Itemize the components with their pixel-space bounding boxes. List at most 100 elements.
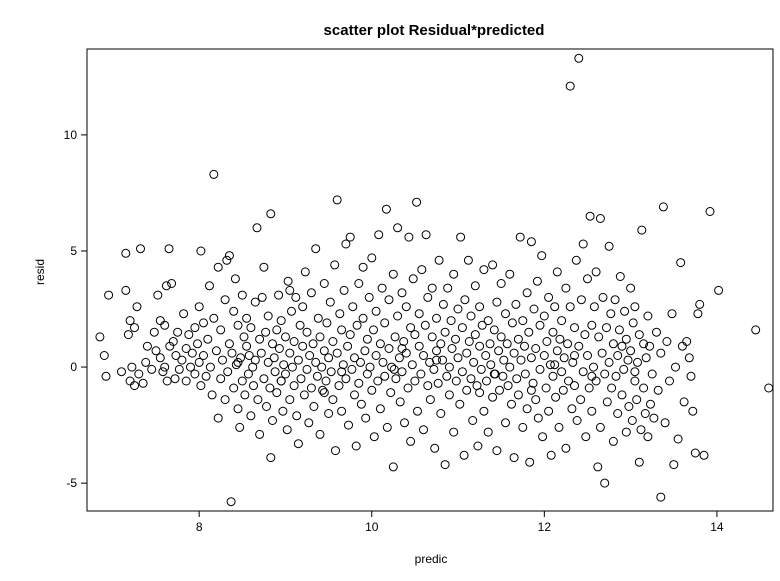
data-point	[387, 362, 397, 372]
data-point	[434, 255, 444, 265]
data-point	[239, 332, 249, 342]
data-point	[598, 292, 608, 302]
y-axis-label: resid	[33, 259, 47, 285]
axis-ticks: 8 10 12 14 -5 0 5 10	[64, 128, 724, 534]
data-point	[602, 397, 612, 407]
data-point	[181, 376, 191, 386]
data-point	[354, 279, 364, 288]
x-tick-label: 14	[710, 520, 724, 534]
data-point	[479, 406, 489, 416]
data-point	[123, 330, 133, 340]
data-point	[237, 290, 247, 300]
data-point	[393, 223, 403, 233]
data-point	[121, 248, 131, 258]
data-point	[608, 436, 618, 446]
data-point	[130, 323, 139, 333]
data-point	[125, 376, 135, 386]
data-point	[324, 353, 334, 363]
data-point	[291, 292, 301, 302]
data-point	[464, 337, 474, 346]
data-point	[551, 392, 561, 402]
data-point	[356, 357, 365, 367]
data-point	[256, 348, 266, 358]
data-point	[367, 253, 377, 263]
data-point	[633, 357, 642, 367]
data-point	[170, 374, 180, 384]
data-point	[477, 320, 487, 330]
data-point	[253, 395, 263, 405]
data-point	[587, 320, 597, 330]
data-point	[658, 202, 668, 212]
data-point	[153, 290, 163, 300]
data-point	[444, 390, 454, 400]
data-point	[167, 279, 177, 288]
data-point	[332, 195, 342, 205]
data-point	[482, 376, 491, 386]
data-point	[751, 325, 761, 335]
data-point	[315, 429, 325, 439]
data-point	[626, 346, 636, 356]
data-point	[643, 311, 653, 321]
data-point	[541, 383, 551, 393]
data-point	[580, 330, 590, 340]
data-point	[513, 390, 523, 400]
data-point	[394, 353, 404, 363]
data-point	[104, 290, 114, 300]
data-point	[243, 369, 253, 379]
data-point	[117, 367, 126, 377]
data-point	[309, 402, 319, 411]
data-point	[246, 411, 256, 421]
data-point	[216, 325, 226, 335]
data-point	[585, 211, 595, 221]
data-point	[660, 418, 670, 428]
data-point	[466, 374, 476, 384]
data-point	[520, 341, 529, 351]
data-point	[419, 425, 428, 435]
data-point	[621, 334, 631, 344]
data-point	[571, 255, 581, 265]
data-point	[436, 409, 446, 418]
data-point	[371, 351, 381, 360]
data-point	[639, 339, 649, 349]
data-point	[259, 262, 269, 272]
data-point	[249, 381, 258, 391]
data-point	[451, 334, 460, 344]
data-point	[196, 246, 206, 256]
data-point	[531, 344, 541, 353]
x-tick-label: 10	[365, 520, 379, 534]
data-point	[347, 364, 357, 374]
data-point	[550, 360, 560, 370]
plot-frame	[86, 48, 774, 512]
data-point	[473, 441, 483, 451]
data-point	[475, 388, 485, 398]
data-point	[440, 327, 450, 337]
data-point	[281, 332, 290, 342]
data-point	[427, 283, 437, 293]
data-point	[602, 323, 611, 333]
data-point	[591, 376, 601, 386]
data-point	[505, 269, 515, 279]
data-point	[438, 355, 447, 365]
data-point	[570, 381, 579, 391]
data-point	[525, 457, 535, 467]
data-point	[404, 232, 414, 242]
data-point	[542, 337, 552, 346]
data-point	[613, 409, 623, 418]
data-point	[285, 395, 295, 405]
data-point	[499, 355, 509, 365]
data-point	[565, 81, 575, 91]
data-point	[639, 383, 649, 393]
x-tick-label: 8	[196, 520, 203, 534]
data-point	[449, 269, 459, 279]
data-point	[614, 325, 624, 335]
data-point	[502, 339, 512, 349]
data-point	[331, 446, 340, 456]
data-point	[324, 409, 334, 418]
data-point	[374, 230, 384, 240]
data-point	[292, 411, 302, 421]
data-point	[300, 267, 310, 277]
data-point	[332, 348, 342, 358]
data-point	[503, 381, 513, 391]
data-point	[401, 302, 411, 312]
data-point	[397, 344, 407, 353]
